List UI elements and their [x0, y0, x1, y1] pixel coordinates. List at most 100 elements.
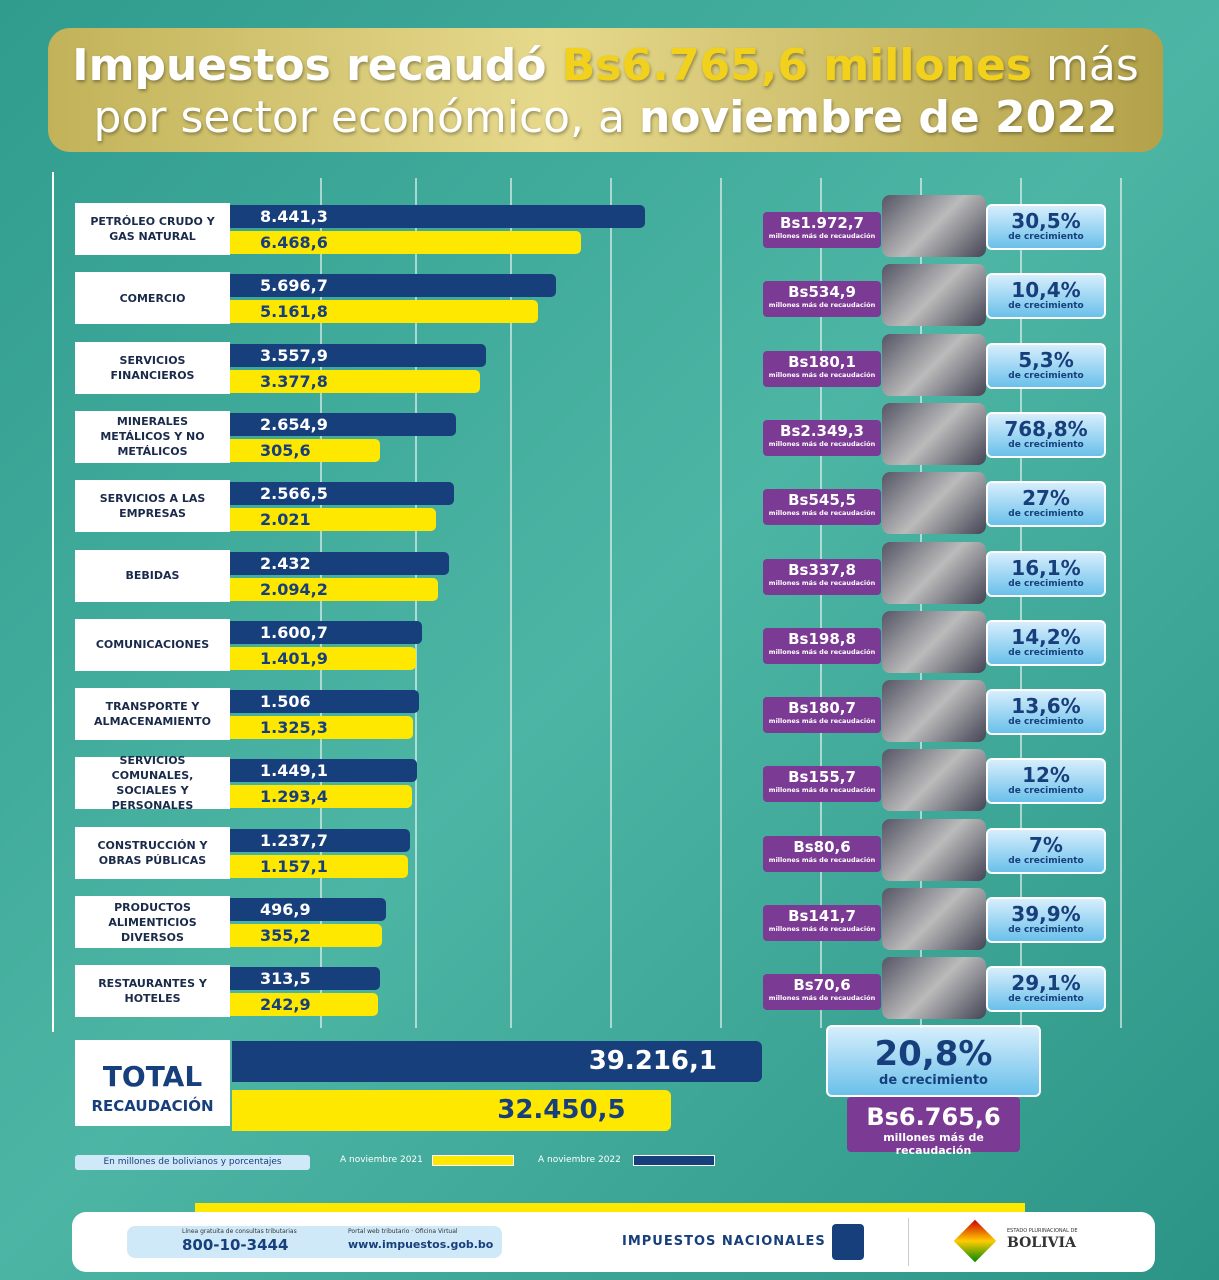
bar: 313,5 — [230, 967, 381, 991]
total-increase: Bs6.765,6 millones más de recaudación — [847, 1097, 1020, 1157]
photo — [882, 333, 986, 396]
bar: 2.094,2 — [230, 577, 439, 601]
divider — [908, 1218, 909, 1266]
growth-badge: 12% de crecimiento — [986, 758, 1106, 805]
category-label: SERVICIOS A LAS EMPRESAS — [75, 480, 230, 533]
increase-badge: Bs545,5 millones más de recaudación — [763, 489, 881, 526]
increase-note: millones más de recaudación — [768, 370, 876, 379]
increase-badge: Bs534,9 millones más de recaudación — [763, 281, 881, 318]
title: Impuestos recaudó — [72, 40, 562, 91]
increase-note: millones más de recaudación — [768, 301, 876, 310]
category-label: PRODUCTOS ALIMENTICIOS DIVERSOS — [75, 896, 230, 948]
category-label: BEBIDAS — [75, 549, 230, 602]
increase-value: Bs1.972,7 — [780, 214, 864, 232]
increase-value: Bs180,7 — [788, 699, 856, 718]
increase-note: millones más de recaudación — [768, 925, 876, 933]
increase-note: millones más de recaudación — [768, 786, 876, 795]
growth-badge: 30,5% de crecimiento — [986, 204, 1106, 250]
increase-note: millones más de recaudación — [768, 994, 876, 1003]
contact-box — [127, 1226, 502, 1258]
increase-value: Bs180,1 — [788, 352, 856, 371]
growth-badge: 16,1% de crecimiento — [986, 550, 1106, 597]
growth-value: 768,8% — [1004, 416, 1088, 441]
bar: 1.325,3 — [230, 716, 414, 740]
bar: 5.696,7 — [230, 274, 556, 298]
growth-note: de crecimiento — [1008, 994, 1084, 1005]
bar: 1.506 — [230, 690, 420, 714]
growth-note: de crecimiento — [1008, 301, 1084, 312]
increase-badge: Bs80,6 millones más de recaudación — [763, 835, 881, 872]
photo — [882, 610, 986, 673]
category-label: CONSTRUCCIÓN Y OBRAS PÚBLICAS — [75, 826, 230, 879]
growth-note: de crecimiento — [1008, 925, 1084, 935]
photo — [882, 818, 986, 881]
bar: 355,2 — [230, 924, 382, 947]
bar: 2.654,9 — [230, 412, 457, 436]
phone-caption: Línea gratuita de consultas tributarias — [182, 1228, 297, 1235]
brand: IMPUESTOS NACIONALES — [622, 1234, 826, 1249]
grid-line — [720, 178, 722, 1028]
increase-value: Bs545,5 — [788, 491, 856, 510]
increase-value: Bs2.349,3 — [780, 421, 864, 440]
phone: 800-10-3444 — [182, 1236, 289, 1254]
total-increase-value: Bs6.765,6 — [866, 1103, 1001, 1131]
increase-value: Bs70,6 — [793, 976, 851, 995]
category-label: SERVICIOS COMUNALES, SOCIALES Y PERSONAL… — [75, 754, 230, 812]
growth-value: 12% — [1022, 763, 1070, 788]
total-bar: 32.450,5 — [232, 1090, 671, 1131]
increase-value: Bs141,7 — [788, 907, 856, 925]
grid-line — [820, 178, 822, 1028]
total-subtitle: RECAUDACIÓN — [91, 1097, 214, 1115]
increase-note: millones más de recaudación — [768, 717, 876, 726]
growth-note: de crecimiento — [1008, 232, 1084, 242]
bar: 6.468,6 — [230, 231, 581, 254]
growth-badge: 27% de crecimiento — [986, 481, 1106, 528]
category-label: MINERALES METÁLICOS Y NO METÁLICOS — [75, 410, 230, 463]
total-growth-value: 20,8% — [874, 1034, 993, 1074]
total-title: TOTAL — [102, 1060, 203, 1093]
bar: 1.600,7 — [230, 620, 423, 644]
bar: 1.449,1 — [230, 759, 418, 783]
bar: 1.293,4 — [230, 785, 413, 809]
growth-value: 7% — [1029, 832, 1063, 857]
note: En millones de bolivianos y porcentajes — [75, 1155, 310, 1170]
photo — [882, 541, 986, 604]
bar: 305,6 — [230, 438, 380, 462]
photo — [882, 472, 986, 535]
title: noviembre de 2022 — [638, 92, 1118, 143]
bar: 2.432 — [230, 551, 450, 575]
growth-value: 5,3% — [1018, 347, 1074, 372]
photo — [882, 749, 986, 812]
increase-value: Bs80,6 — [793, 837, 851, 856]
growth-value: 13,6% — [1011, 694, 1081, 719]
grid-line — [1120, 178, 1122, 1028]
increase-badge: Bs180,7 millones más de recaudación — [763, 697, 881, 734]
axis-line — [52, 172, 54, 1032]
growth-note: de crecimiento — [1008, 439, 1084, 450]
category-label: PETRÓLEO CRUDO Y GAS NATURAL — [75, 203, 230, 255]
web: www.impuestos.gob.bo — [348, 1238, 494, 1251]
state: ESTADO PLURINACIONAL DE — [1007, 1228, 1078, 1234]
increase-value: Bs198,8 — [788, 629, 856, 648]
bar: 3.557,9 — [230, 343, 486, 367]
footer: Línea gratuita de consultas tributarias … — [72, 1212, 1155, 1272]
title: por sector económico, a — [93, 92, 639, 143]
growth-badge: 39,9% de crecimiento — [986, 897, 1106, 943]
growth-badge: 5,3% de crecimiento — [986, 342, 1106, 389]
increase-value: Bs155,7 — [788, 768, 856, 787]
title: más — [1032, 40, 1139, 91]
category-label: COMERCIO — [75, 272, 230, 325]
growth-badge: 768,8% de crecimiento — [986, 411, 1106, 458]
bar: 496,9 — [230, 898, 387, 921]
growth-note: de crecimiento — [1008, 717, 1084, 728]
increase-badge: Bs155,7 millones más de recaudación — [763, 766, 881, 803]
growth-badge: 14,2% de crecimiento — [986, 619, 1106, 666]
bar: 5.161,8 — [230, 300, 539, 324]
bar: 3.377,8 — [230, 369, 481, 393]
increase-badge: Bs198,8 millones más de recaudación — [763, 627, 881, 664]
grid-line — [610, 178, 612, 1028]
growth-note: de crecimiento — [1008, 786, 1084, 797]
increase-note: millones más de recaudación — [768, 578, 876, 587]
brand-logo — [832, 1224, 864, 1260]
bar: 1.157,1 — [230, 854, 408, 878]
